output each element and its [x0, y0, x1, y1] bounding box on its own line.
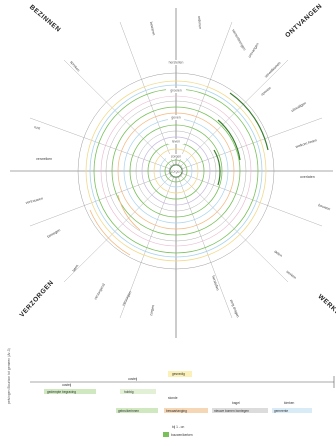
timeline-group-item: nieuwe bomen bontegen [214, 409, 249, 413]
sector-dividers [29, 21, 323, 319]
timeline-footer: bij 1 - on [172, 425, 184, 429]
perimeter-word: ontvangen [247, 42, 259, 58]
timeline-group-item: gedempte begraving [47, 390, 76, 394]
quadrant-title-bottom-left: VERZORGEN [19, 279, 56, 319]
timeline-group-item: bewaartanging [166, 409, 187, 413]
timeline-group-title: bagel [232, 401, 240, 405]
perimeter-word: ordenen [197, 16, 202, 30]
timeline-bar [120, 389, 156, 394]
ring-label: leven [172, 140, 180, 144]
quadrant-title-top-left: BEZINNEN [28, 4, 62, 34]
perimeter-word: herstellen [211, 275, 220, 291]
perimeter-word: verzorgend [93, 283, 105, 301]
ring-label: groeien [170, 89, 181, 93]
timeline-group-title: stonde [168, 396, 178, 400]
quadrant-title-top-right: ONTVANGEN [284, 3, 324, 40]
timeline-group-title: gesnedig [172, 372, 185, 376]
perimeter-word: zorgen [149, 305, 155, 317]
perimeter-word: delen [273, 250, 283, 258]
ring-label: zorgen [171, 155, 181, 159]
highlight-arcs [213, 92, 269, 186]
timeline-axis-title: pelvingen Bourbon tot gemeen (Ar-3) [7, 348, 11, 404]
perimeter-word: zorg dragen [229, 299, 240, 318]
timeline-group-item: gemeente [274, 409, 288, 413]
perimeter-word: overlaten [300, 175, 315, 179]
timeline-bar [168, 371, 192, 377]
perimeter-word: verwelken [36, 157, 52, 161]
quadrant-title-bottom-right: WERKEN [316, 293, 336, 320]
timeline-bar [272, 408, 312, 413]
perimeter-word: rust [34, 125, 41, 130]
ring-labels: herstellen groeien geven leven zorgen [166, 60, 186, 159]
perimeter-word: bouwen [318, 203, 331, 211]
timeline-bar [44, 389, 96, 394]
perimeter-word: bewegen [47, 228, 62, 239]
perimeter-word: werken [285, 270, 297, 280]
perimeter-word: samenbrengen [231, 29, 246, 52]
timeline: pelvingen Bourbon tot gemeen (Ar-3) oost… [7, 348, 335, 437]
perimeter-word: verzorgen [121, 290, 132, 306]
perimeter-word: spreken [69, 60, 80, 72]
center-circle [169, 164, 183, 178]
timeline-bar [164, 408, 208, 413]
perimeter-word: bewaren [149, 21, 156, 35]
perimeter-word: verwelkomen [264, 61, 282, 79]
ring-label: geven [171, 116, 180, 120]
perimeter-word: laten [72, 264, 80, 273]
perimeter-word: uitnodigen [291, 101, 307, 113]
timeline-bar [116, 408, 158, 413]
timeline-group-item: gebruikerinnen [118, 409, 139, 413]
timeline-group-title: kierken [284, 401, 295, 405]
timeline-group-title: oosteij [128, 377, 138, 381]
timeline-group-item: hobbig [124, 390, 134, 394]
timeline-group-title: oosteij [62, 383, 72, 387]
concentric-rings [77, 72, 275, 270]
perimeter-word: openen [260, 86, 272, 97]
perimeter-word: welkom heten [295, 138, 317, 149]
perimeter-word: vertrouwen [25, 197, 43, 205]
timeline-bar [212, 408, 268, 413]
legend-label: bouwen/kerken [171, 433, 193, 437]
orange-arcs [89, 194, 141, 256]
legend-swatch [163, 432, 169, 437]
center-label: zorgen [171, 169, 181, 173]
ring-label: herstellen [169, 61, 184, 65]
